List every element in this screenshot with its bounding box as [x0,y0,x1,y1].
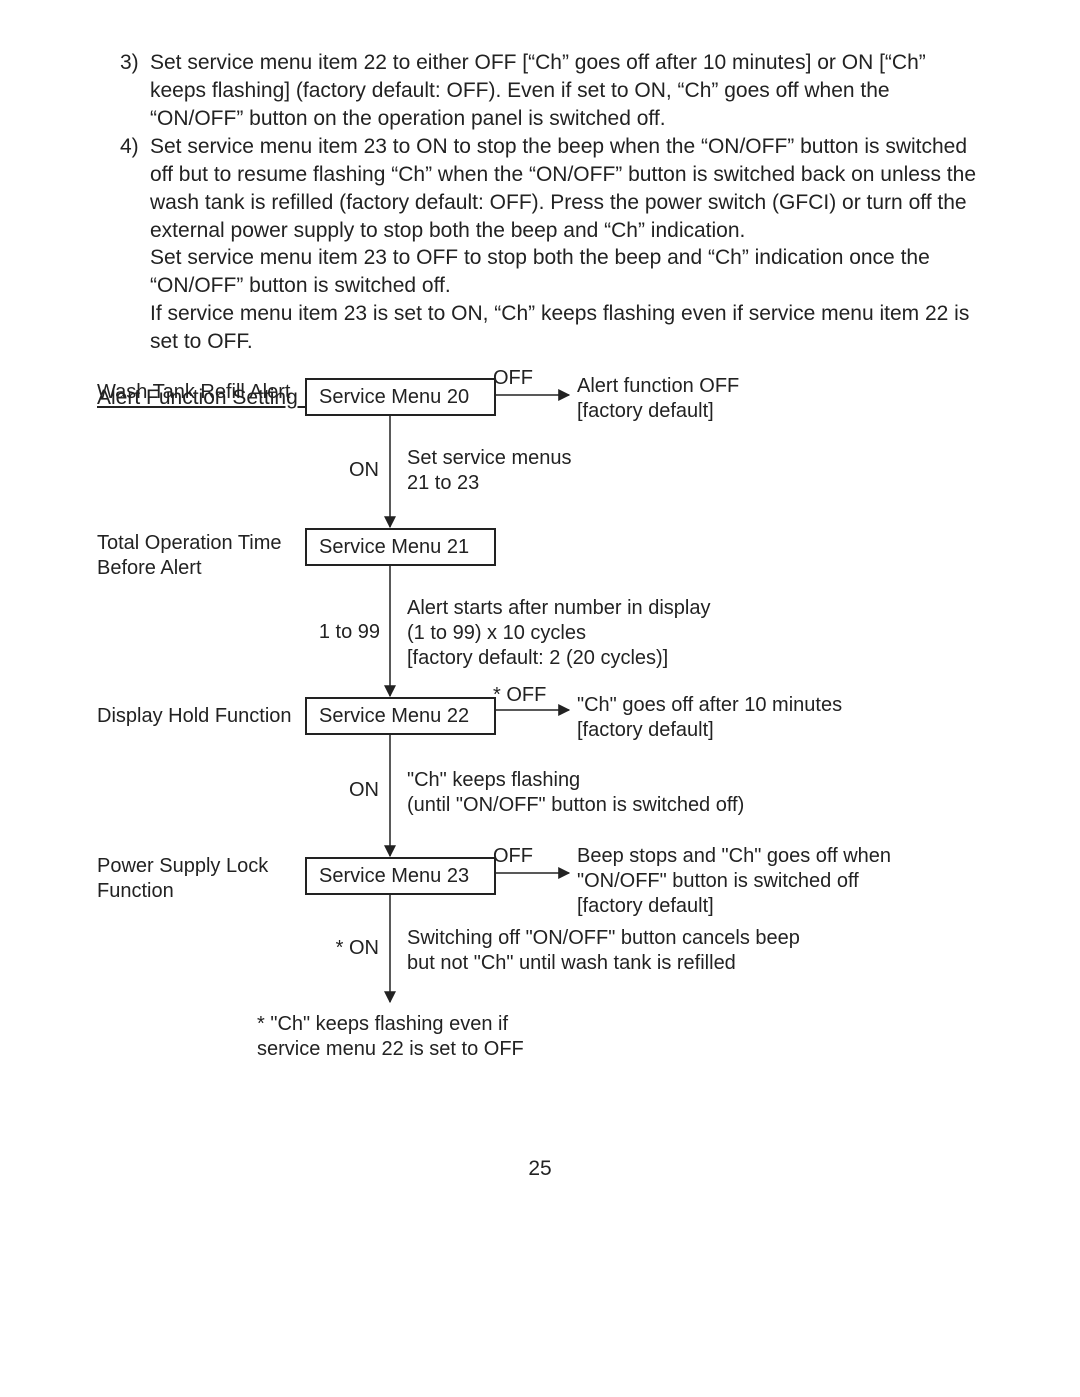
list-item-4: 4) Set service menu item 23 to ON to sto… [97,133,985,245]
list-item-3: 3) Set service menu item 22 to either OF… [97,49,985,133]
list-body: If service menu item 23 is set to ON, “C… [97,300,985,356]
edge-label-star-on: * ON [326,936,379,961]
page: 3) Set service menu item 22 to either OF… [0,0,1080,1397]
label-display-hold-function: Display Hold Function [97,704,292,729]
edge-label-on: ON [329,458,379,483]
label-alert-starts: Alert starts after number in display (1 … [407,596,710,671]
list-number: 3) [120,49,150,133]
page-number: 25 [0,1157,1080,1181]
label-total-operation-time: Total Operation Time Before Alert [97,531,282,581]
label-ch-keeps-flashing: "Ch" keeps flashing (until "ON/OFF" butt… [407,768,744,818]
label-beep-stops: Beep stops and "Ch" goes off when "ON/OF… [577,844,891,919]
box-service-menu-22: Service Menu 22 [305,697,496,735]
box-service-menu-20: Service Menu 20 [305,378,496,416]
label-end-note: * "Ch" keeps flashing even if service me… [257,1012,524,1062]
list-body: Set service menu item 23 to OFF to stop … [97,244,985,300]
flowchart: Wash Tank Refill Alert Service Menu 20 O… [97,380,983,1060]
box-service-menu-21: Service Menu 21 [305,528,496,566]
label-power-supply-lock: Power Supply Lock Function [97,854,268,904]
box-service-menu-23: Service Menu 23 [305,857,496,895]
edge-label-1-to-99: 1 to 99 [315,620,380,645]
label-switching-off: Switching off "ON/OFF" button cancels be… [407,926,800,976]
label-alert-function-off: Alert function OFF [factory default] [577,374,739,424]
label-set-service-menus: Set service menus 21 to 23 [407,446,572,496]
edge-label-star-off: * OFF [493,683,546,708]
list-body: Set service menu item 23 to ON to stop t… [150,133,985,245]
edge-label-off: OFF [493,366,533,391]
list-body: Set service menu item 22 to either OFF [… [150,49,985,133]
label-wash-tank-refill-alert: Wash Tank Refill Alert [97,380,297,405]
instructions-block: 3) Set service menu item 22 to either OF… [97,49,985,412]
edge-label-on: ON [329,778,379,803]
label-ch-goes-off: "Ch" goes off after 10 minutes [factory … [577,693,842,743]
list-number: 4) [120,133,150,245]
edge-label-off: OFF [493,844,533,869]
